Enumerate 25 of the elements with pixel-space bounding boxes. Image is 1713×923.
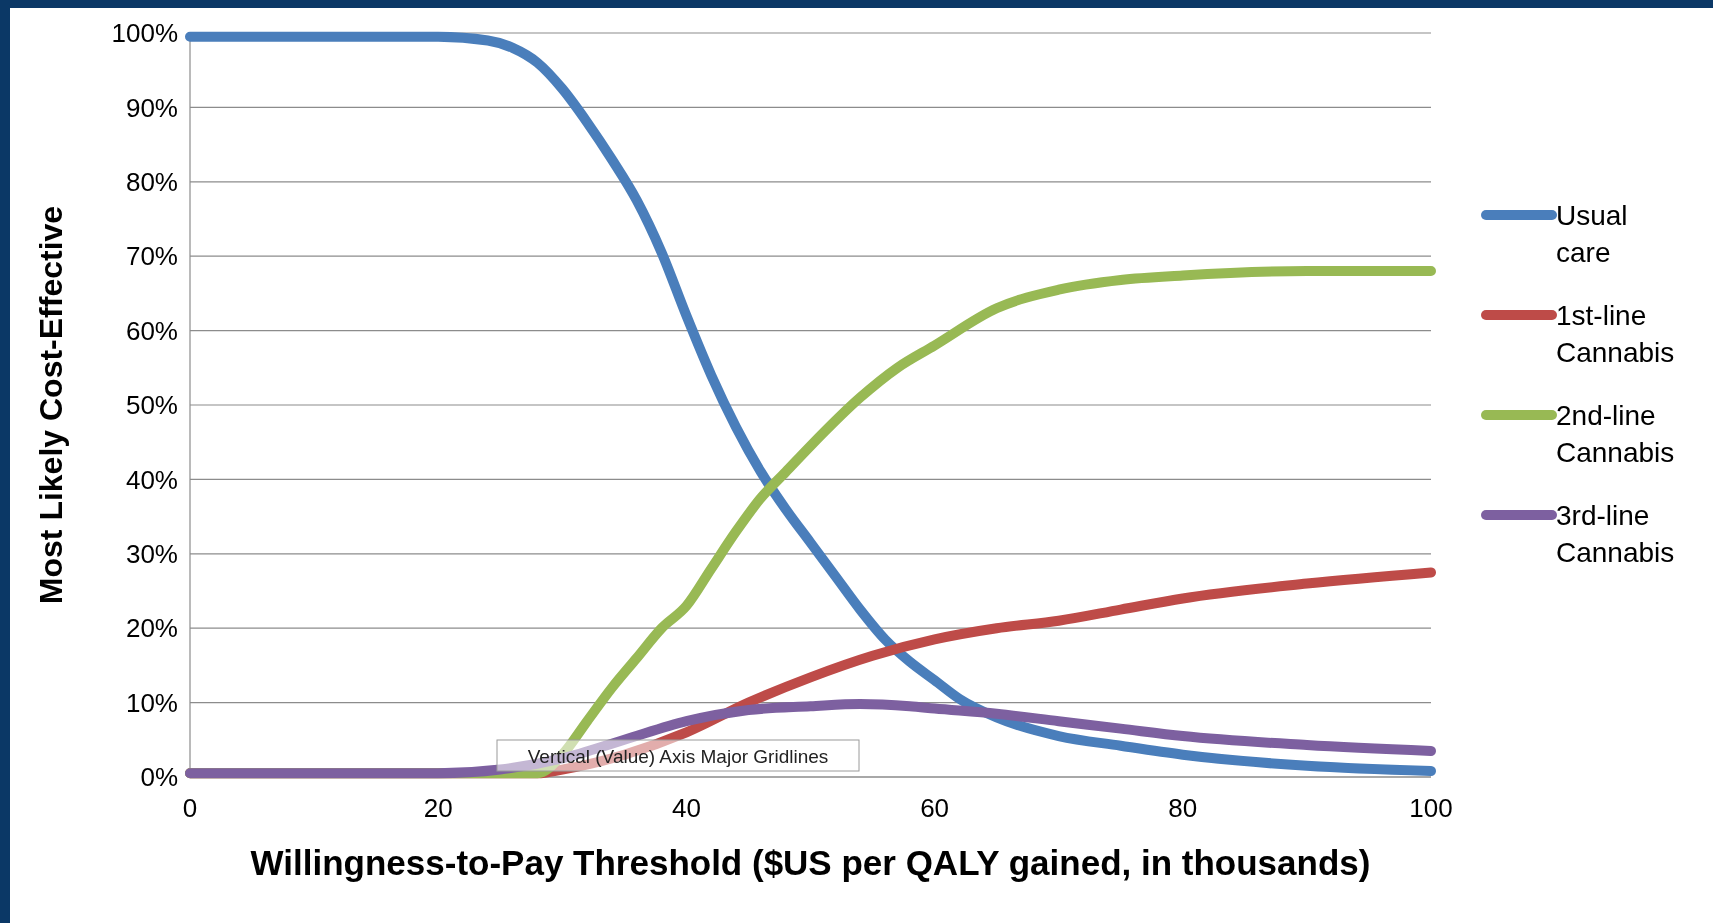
x-tick-label: 20 <box>423 793 453 823</box>
x-tick-label: 100 <box>1409 793 1453 823</box>
y-tick-label: 50% <box>125 390 178 421</box>
legend-label: Usual care <box>1556 199 1628 268</box>
y-tick-label: 20% <box>125 613 178 644</box>
legend-label: 2nd-line Cannabis <box>1556 399 1675 468</box>
y-axis-title: Most Likely Cost-Effective <box>33 205 69 605</box>
y-tick-label: 60% <box>125 315 178 346</box>
x-tick-label: 0 <box>182 793 198 823</box>
x-tick-label: 80 <box>1168 793 1198 823</box>
y-tick-label: 100% <box>111 18 178 49</box>
annotation: Vertical (Value) Axis Major Gridlines <box>527 745 829 767</box>
y-tick-label: 0% <box>140 762 178 793</box>
y-tick-label: 70% <box>125 241 178 272</box>
y-tick-label: 30% <box>125 538 178 569</box>
x-tick-label: 40 <box>671 793 701 823</box>
x-axis-title: Willingness-to-Pay Threshold ($US per QALY gained, in thousands) <box>250 843 1371 882</box>
tooltip: Vertical (Value) Axis Major Gridlines <box>496 739 860 772</box>
legend-label: 3rd-line Cannabis <box>1556 499 1675 568</box>
y-tick-label: 80% <box>125 166 178 197</box>
legend-label: 1st-line Cannabis <box>1556 299 1675 368</box>
y-tick-label: 90% <box>125 92 178 123</box>
x-tick-label: 60 <box>920 793 950 823</box>
y-tick-label: 10% <box>125 687 178 718</box>
y-tick-label: 40% <box>125 464 178 495</box>
